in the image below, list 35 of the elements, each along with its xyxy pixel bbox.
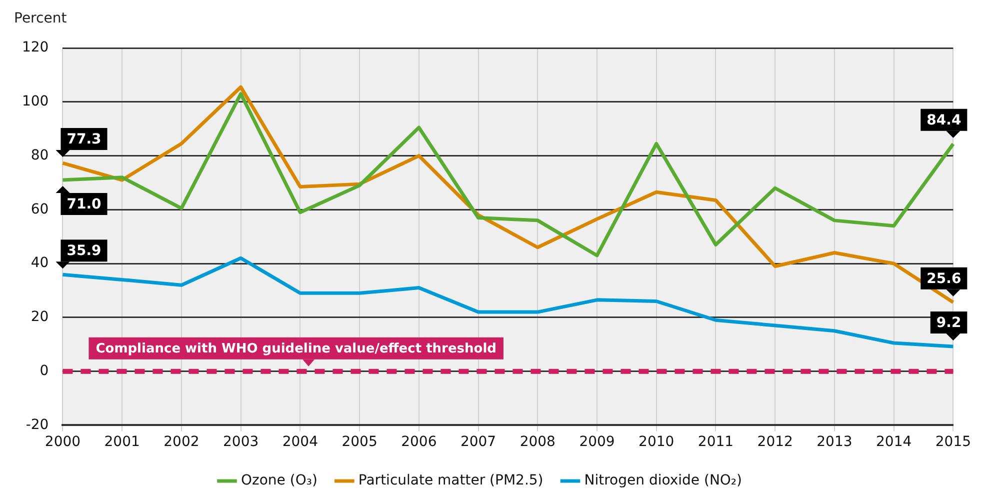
legend-label: Particulate matter (PM2.5) <box>358 472 544 489</box>
x-tick-label: 2015 <box>935 434 972 450</box>
x-tick-label: 2003 <box>222 434 259 450</box>
x-tick-label: 2007 <box>460 434 496 450</box>
data-label: 25.6 <box>926 270 962 287</box>
x-tick-label: 2001 <box>104 434 140 450</box>
x-tick-label: 2000 <box>44 434 81 450</box>
legend-label: Ozone (O₃) <box>240 472 318 489</box>
y-tick-label: 40 <box>30 255 49 272</box>
x-tick-label: 2004 <box>282 434 318 450</box>
y-tick-label: 120 <box>22 40 49 56</box>
y-tick-label: 60 <box>30 201 49 218</box>
y-tick-label: -20 <box>26 416 49 433</box>
y-tick-label: 0 <box>40 362 49 379</box>
x-tick-label: 2011 <box>698 434 734 450</box>
y-tick-label: 80 <box>30 147 49 164</box>
data-label: 71.0 <box>66 196 102 213</box>
y-axis-title: Percent <box>14 10 68 27</box>
x-tick-label: 2002 <box>164 434 200 450</box>
x-tick-label: 2013 <box>816 434 852 450</box>
legend-label: Nitrogen dioxide (NO₂) <box>584 472 742 489</box>
data-label: 84.4 <box>926 112 962 129</box>
x-tick-label: 2014 <box>876 434 912 450</box>
x-tick-label: 2010 <box>638 434 674 450</box>
data-label: 35.9 <box>66 243 102 260</box>
y-tick-label: 100 <box>22 94 49 110</box>
ref-line-label: Compliance with WHO guideline value/effect threshold <box>96 342 496 357</box>
x-tick-label: 2006 <box>401 434 437 450</box>
x-tick-label: 2008 <box>520 434 556 450</box>
x-tick-label: 2009 <box>579 434 615 450</box>
x-tick-label: 2012 <box>757 434 793 450</box>
x-tick-label: 2005 <box>342 434 378 450</box>
y-tick-label: 20 <box>30 309 49 326</box>
data-label: 77.3 <box>66 132 102 148</box>
data-label: 9.2 <box>936 315 962 332</box>
